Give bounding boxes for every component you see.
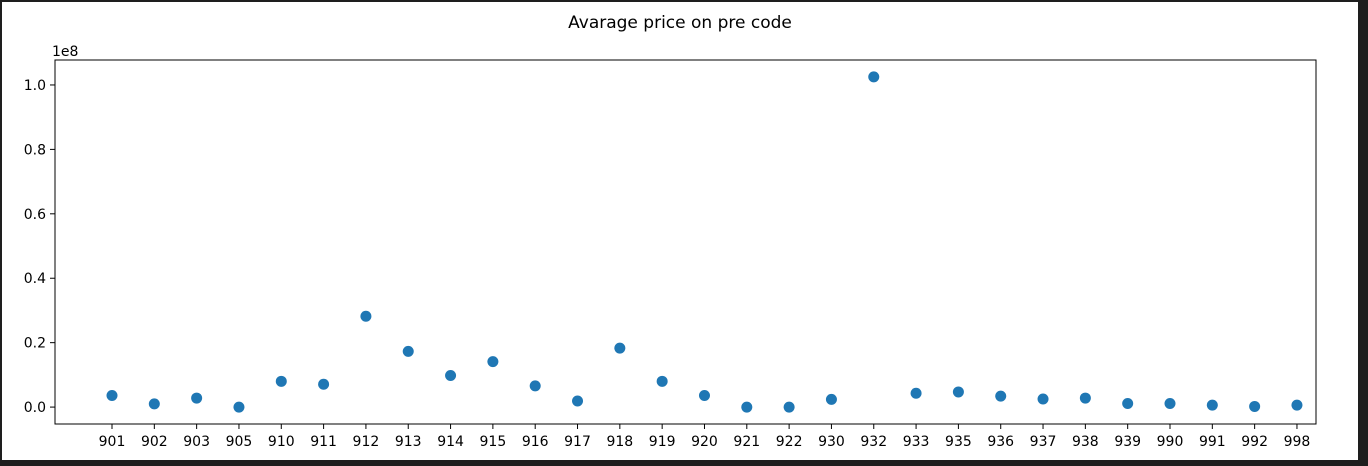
x-tick-label: 913 (395, 434, 422, 450)
y-tick-label: 0.4 (24, 271, 46, 287)
data-point (656, 375, 668, 387)
x-tick-label: 998 (1284, 434, 1311, 450)
data-point (825, 393, 837, 405)
data-point (360, 310, 372, 322)
data-point (318, 378, 330, 390)
x-tick-label: 918 (606, 434, 633, 450)
data-point (1164, 398, 1176, 410)
x-tick-label: 922 (776, 434, 803, 450)
y-tick-label: 0.0 (24, 400, 46, 416)
data-point (614, 342, 626, 354)
x-tick-label: 938 (1072, 434, 1099, 450)
y-tick-label: 0.8 (24, 142, 46, 158)
data-point (487, 356, 499, 368)
data-point (995, 390, 1007, 402)
x-tick-label: 905 (226, 434, 253, 450)
x-tick-label: 920 (691, 434, 718, 450)
x-tick-label: 911 (310, 434, 337, 450)
data-point (1249, 400, 1261, 412)
scatter-chart: Avarage price on pre code 1e8 0.00.20.40… (24, 13, 1317, 450)
plot-frame (54, 59, 1317, 425)
data-point (910, 387, 922, 399)
data-point (741, 401, 753, 413)
x-tick-label: 921 (733, 434, 760, 450)
y-tick-label: 1.0 (24, 78, 46, 94)
data-point (191, 392, 203, 404)
x-tick-label: 992 (1241, 434, 1268, 450)
data-point (1037, 393, 1049, 405)
x-tick-label: 915 (480, 434, 507, 450)
x-tick-label: 914 (437, 434, 464, 450)
chart-title: Avarage price on pre code (568, 13, 792, 33)
data-point (952, 386, 964, 398)
figure-canvas: Avarage price on pre code 1e8 0.0 0.2 0.4 0… (2, 2, 1358, 460)
data-point (106, 389, 118, 401)
x-tick-label: 936 (987, 434, 1014, 450)
x-tick-label: 933 (903, 434, 930, 450)
x-tick-label: 912 (353, 434, 380, 450)
data-point (233, 401, 245, 413)
x-tick-label: 919 (649, 434, 676, 450)
x-axis: 901 902 903 905 910 911 912 913 914 915 916 917 918 9… (99, 424, 1311, 450)
y-axis: 0.0 0.2 0.4 0.6 0.8 1.0 (24, 78, 55, 416)
data-point (868, 71, 880, 83)
y-tick-label: 0.2 (24, 336, 46, 352)
data-point (445, 370, 457, 382)
y-tick-label: 0.6 (24, 207, 46, 223)
x-tick-label: 901 (99, 434, 126, 450)
x-tick-label: 935 (945, 434, 972, 450)
x-tick-label: 902 (141, 434, 168, 450)
data-point (1079, 392, 1091, 404)
data-point (572, 395, 584, 407)
data-point (698, 389, 710, 401)
x-tick-label: 939 (1114, 434, 1141, 450)
x-tick-label: 932 (860, 434, 887, 450)
x-tick-label: 916 (522, 434, 549, 450)
x-tick-label: 990 (1157, 434, 1184, 450)
data-point (275, 375, 287, 387)
x-tick-label: 937 (1030, 434, 1057, 450)
x-tick-label: 991 (1199, 434, 1226, 450)
data-point (1291, 399, 1303, 411)
x-tick-label: 930 (818, 434, 845, 450)
y-axis-multiplier: 1e8 (52, 44, 78, 60)
x-tick-label: 917 (564, 434, 591, 450)
data-point (402, 345, 414, 357)
data-point (1206, 399, 1218, 411)
data-point (148, 398, 160, 410)
data-point (1122, 398, 1134, 410)
x-tick-label: 910 (268, 434, 295, 450)
data-point (783, 401, 795, 413)
data-points (106, 71, 1303, 413)
data-point (529, 380, 541, 392)
x-tick-label: 903 (183, 434, 210, 450)
